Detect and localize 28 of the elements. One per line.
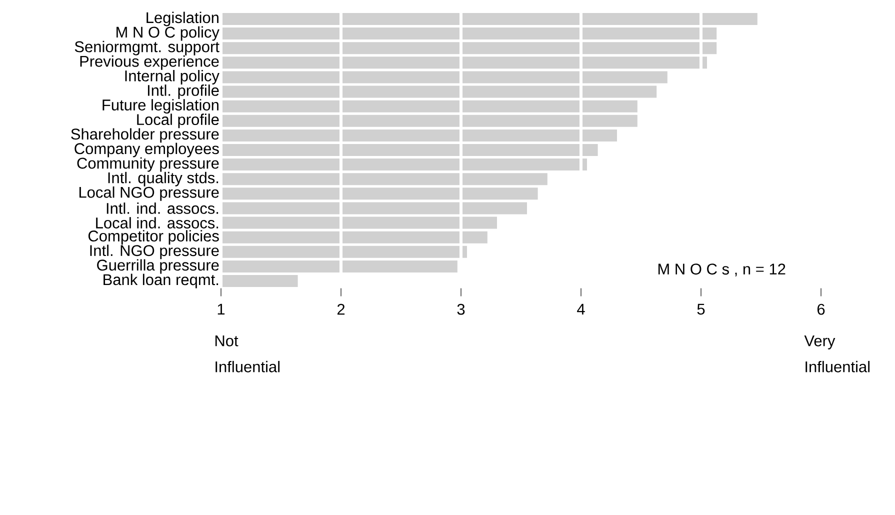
x-tick-label: 5 bbox=[697, 304, 705, 315]
y-tick-label: Previous experience bbox=[80, 55, 219, 70]
y-tick-label: Intl. ind. assocs. bbox=[106, 202, 218, 214]
y-tick-label: Legislation bbox=[146, 12, 218, 26]
y-tick-label: Company employees bbox=[74, 142, 219, 158]
y-tick-label: Internal policy bbox=[125, 70, 220, 84]
x-tick-label: 3 bbox=[457, 304, 465, 315]
y-tick-label: Guerrilla pressure bbox=[97, 259, 219, 274]
y-tick-label: Shareholder pressure bbox=[71, 128, 219, 143]
y-tick-label: Local NGO pressure bbox=[79, 186, 219, 201]
y-tick-label: Local profile bbox=[137, 114, 219, 128]
y-tick-label: Future legislation bbox=[102, 99, 218, 114]
x-tick-label: 4 bbox=[577, 304, 585, 314]
x-tick-label: 6 bbox=[817, 304, 825, 315]
y-tick-label: Intl. quality stds. bbox=[108, 172, 218, 186]
y-tick-label: Seniormgmt. support bbox=[74, 40, 220, 56]
y-tick-label: Community pressure bbox=[77, 157, 219, 172]
y-tick-label: Bank loan reqmt. bbox=[104, 274, 218, 288]
y-tick-label: Local ind. assocs. bbox=[96, 217, 218, 228]
annotation: M N O C s , n = 12 bbox=[658, 264, 786, 276]
text: Not Influential bbox=[215, 336, 280, 372]
x-tick-label: 2 bbox=[337, 304, 345, 315]
x-tick-label: 1 bbox=[218, 304, 225, 314]
y-tick-label: Intl. profile bbox=[148, 84, 219, 99]
y-tick-label: Competitor policies bbox=[88, 230, 219, 245]
y-tick-label: M N O C policy bbox=[116, 26, 220, 41]
text: Very Influential bbox=[804, 336, 870, 372]
y-tick-label: Intl. NGO pressure bbox=[90, 244, 219, 260]
